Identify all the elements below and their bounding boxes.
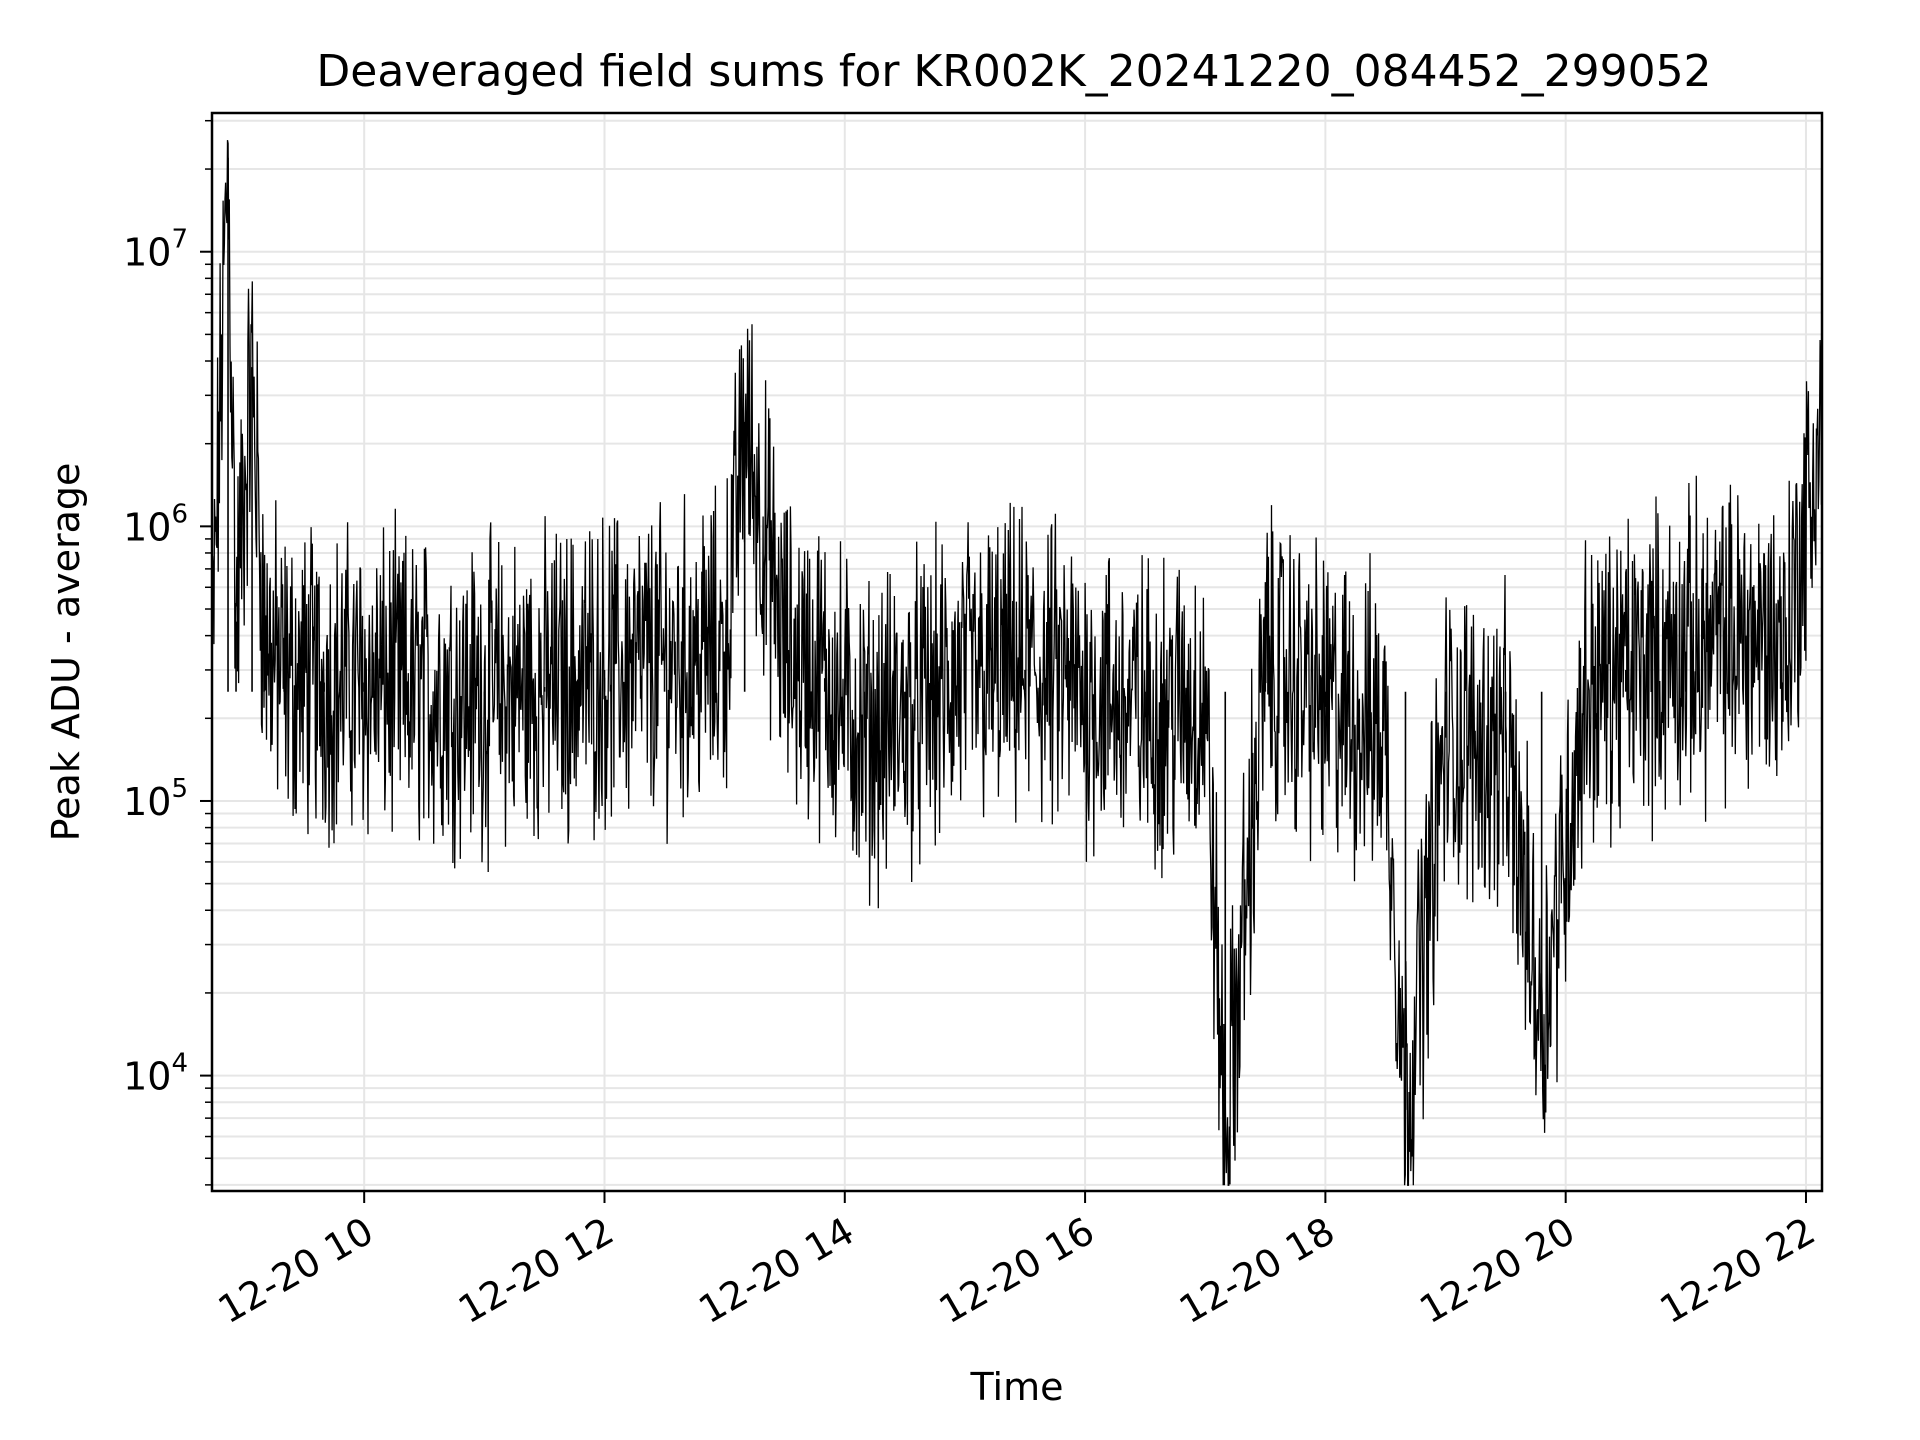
chart-title: Deaveraged field sums for KR002K_2024122… bbox=[316, 46, 1711, 97]
grid bbox=[212, 113, 1822, 1191]
plot-frame bbox=[210, 111, 1824, 1193]
x-tick-label: 12-20 10 bbox=[211, 1209, 381, 1333]
x-tick-label: 12-20 18 bbox=[1172, 1209, 1342, 1333]
x-tick-label: 12-20 12 bbox=[451, 1209, 621, 1333]
x-tick-label: 12-20 16 bbox=[932, 1209, 1102, 1333]
y-tick-label: 106 bbox=[123, 499, 188, 549]
x-axis-label: Time bbox=[970, 1365, 1064, 1409]
y-tick-label: 105 bbox=[123, 774, 188, 824]
data-layer bbox=[211, 139, 1823, 1186]
x-tick-label: 12-20 14 bbox=[691, 1209, 861, 1333]
series-line bbox=[211, 139, 1823, 1186]
x-tick-label: 12-20 20 bbox=[1412, 1209, 1582, 1333]
y-axis-label: Peak ADU - average bbox=[44, 463, 88, 842]
x-tick-label: 12-20 22 bbox=[1653, 1209, 1823, 1333]
y-tick-label: 104 bbox=[123, 1049, 188, 1099]
y-tick-label: 107 bbox=[123, 225, 188, 275]
